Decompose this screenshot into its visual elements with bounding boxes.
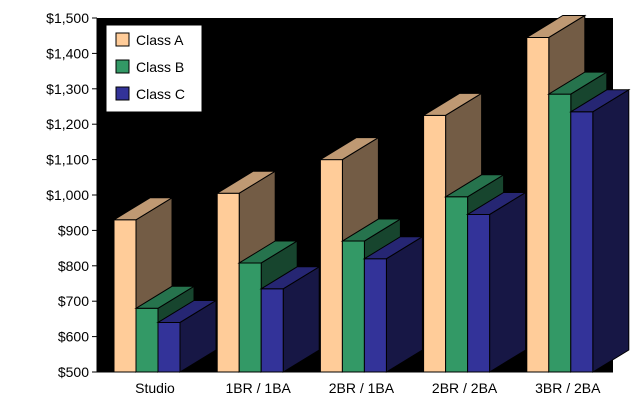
bar-top <box>259 266 321 290</box>
x-tick-label: Studio <box>135 380 175 396</box>
x-tick-label: 2BR / 1BA <box>329 380 395 396</box>
bar <box>216 192 240 373</box>
y-tick-label: $1,000 <box>46 187 89 203</box>
bar-top <box>112 197 174 221</box>
bar-top <box>318 137 381 161</box>
bar <box>445 196 469 373</box>
bar-top <box>156 299 218 323</box>
legend-label: Class C <box>136 86 185 102</box>
bar-side <box>489 191 527 373</box>
bar <box>548 93 572 373</box>
bar <box>238 262 262 373</box>
y-tick-label: $800 <box>58 258 89 274</box>
y-tick-label: $1,100 <box>46 152 89 168</box>
bar <box>157 321 181 373</box>
bar <box>135 307 159 373</box>
bar-top <box>547 71 609 95</box>
bar-top <box>465 191 528 215</box>
y-tick-label: $700 <box>58 293 89 309</box>
bar-top <box>237 240 299 264</box>
bar-top <box>134 285 196 309</box>
bar-top <box>443 174 506 198</box>
bar-top <box>362 236 425 260</box>
bar <box>260 288 284 373</box>
x-tick-label: 1BR / 1BA <box>226 380 292 396</box>
legend-swatch <box>115 32 130 47</box>
bar-side <box>385 235 423 373</box>
y-tick-label: $1,400 <box>46 45 89 61</box>
legend-swatch <box>115 86 130 101</box>
bar-top <box>569 89 631 113</box>
bar <box>467 213 491 373</box>
bar <box>113 219 137 373</box>
bar-top <box>215 170 277 194</box>
x-tick-label: 2BR / 2BA <box>432 380 498 396</box>
bar <box>570 111 594 373</box>
legend-label: Class A <box>136 32 184 48</box>
y-tick-label: $1,500 <box>46 10 89 26</box>
y-tick-label: $1,300 <box>46 81 89 97</box>
bar <box>319 159 343 373</box>
y-tick-label: $900 <box>58 222 89 238</box>
legend-swatch <box>115 59 130 74</box>
x-tick-label: 3BR / 2BA <box>535 380 601 396</box>
bar-top <box>421 92 484 116</box>
bar <box>526 36 550 373</box>
bar <box>363 258 387 373</box>
legend-label: Class B <box>136 59 184 75</box>
bar-top <box>525 14 587 38</box>
y-tick-label: $1,200 <box>46 116 89 132</box>
bar <box>423 114 447 373</box>
bar <box>341 240 365 373</box>
bar-top <box>340 218 403 242</box>
y-tick-label: $600 <box>58 329 89 345</box>
y-tick-label: $500 <box>58 364 89 380</box>
bar-side <box>592 88 630 373</box>
